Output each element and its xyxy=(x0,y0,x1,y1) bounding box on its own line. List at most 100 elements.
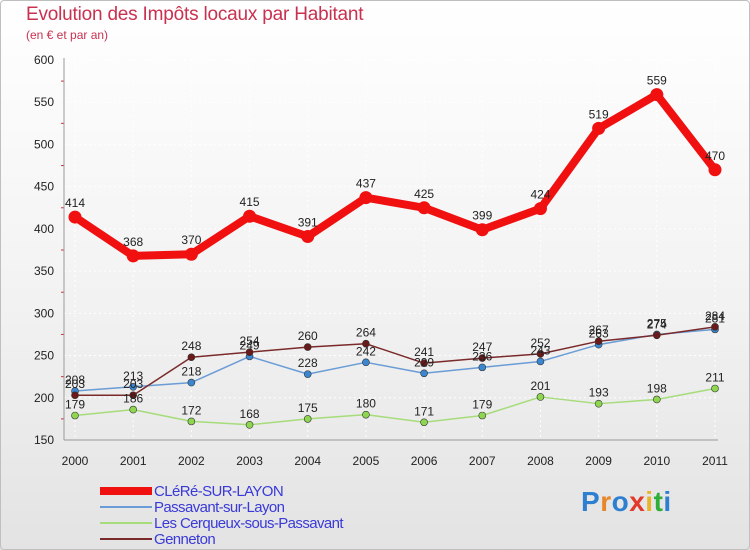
data-label: 211 xyxy=(705,370,724,384)
data-label: 247 xyxy=(472,340,492,354)
x-tick-label: 2004 xyxy=(294,454,321,468)
data-point xyxy=(71,411,79,420)
data-label: 254 xyxy=(240,334,260,348)
x-tick-label: 2002 xyxy=(178,454,205,468)
data-point xyxy=(475,223,489,237)
data-point xyxy=(126,249,140,263)
data-label: 260 xyxy=(298,329,318,343)
data-label: 203 xyxy=(123,377,143,391)
legend-label: Les Cerqueux-sous-Passavant xyxy=(154,515,344,532)
data-label: 391 xyxy=(298,215,318,229)
data-point xyxy=(417,201,431,215)
legend-swatch-passavant xyxy=(100,506,152,508)
data-label: 424 xyxy=(530,188,550,202)
data-label: 267 xyxy=(589,323,609,337)
logo-letter: i xyxy=(645,486,654,517)
data-point xyxy=(187,353,196,362)
data-label: 559 xyxy=(647,74,667,88)
data-point xyxy=(129,405,137,414)
data-label: 241 xyxy=(414,345,434,359)
data-point xyxy=(303,415,312,423)
y-tick-label: 550 xyxy=(34,95,54,109)
data-label: 198 xyxy=(647,381,667,395)
x-tick-label: 2006 xyxy=(411,454,438,468)
legend-label: CLéRé-SUR-LAYON xyxy=(154,483,284,500)
data-label: 172 xyxy=(181,403,201,417)
data-point xyxy=(536,357,545,366)
data-point xyxy=(362,410,370,419)
data-point xyxy=(362,339,370,348)
data-point xyxy=(359,191,373,205)
y-tick-label: 300 xyxy=(34,306,54,320)
data-point xyxy=(420,418,428,427)
data-point xyxy=(245,420,254,429)
series-lines xyxy=(71,90,719,426)
x-tick-label: 2000 xyxy=(62,454,89,468)
legend-swatch-cerqueux xyxy=(100,522,152,524)
x-tick-label: 2007 xyxy=(469,454,496,468)
data-label: 470 xyxy=(705,149,725,163)
legend-swatch-genneton xyxy=(100,538,152,540)
data-point xyxy=(245,348,254,356)
x-tick-label: 2001 xyxy=(120,454,147,468)
data-label: 414 xyxy=(65,196,85,210)
data-point xyxy=(711,384,719,393)
x-tick-label: 2005 xyxy=(353,454,380,468)
data-label: 274 xyxy=(647,317,667,331)
x-tick-label: 2003 xyxy=(236,454,263,468)
chart-subtitle: (en € et par an) xyxy=(26,28,109,42)
data-point xyxy=(68,210,82,224)
logo-letter: o xyxy=(611,486,630,517)
data-point xyxy=(301,229,315,243)
legend-swatch-cleresurlayon xyxy=(100,487,152,495)
data-point xyxy=(243,209,257,223)
data-point xyxy=(653,331,661,340)
y-tick-label: 350 xyxy=(34,264,54,278)
data-point xyxy=(303,370,312,378)
data-point xyxy=(184,247,198,261)
data-label: 218 xyxy=(181,365,201,379)
legend-label: Passavant-sur-Layon xyxy=(154,499,285,516)
data-label: 213 xyxy=(123,369,143,383)
data-label: 179 xyxy=(65,398,85,412)
data-label: 249 xyxy=(240,338,260,352)
y-tick-label: 200 xyxy=(34,391,54,405)
y-tick-label: 400 xyxy=(34,222,54,236)
data-label: 203 xyxy=(65,377,85,391)
data-label: 264 xyxy=(356,326,376,340)
data-point xyxy=(594,399,603,408)
data-point xyxy=(594,337,603,346)
y-tick-label: 150 xyxy=(34,433,54,447)
data-label: 171 xyxy=(414,404,434,418)
data-label: 519 xyxy=(589,107,609,121)
data-point xyxy=(650,88,664,102)
data-label: 415 xyxy=(240,195,260,209)
y-tick-label: 250 xyxy=(34,349,54,363)
data-label: 437 xyxy=(356,177,376,191)
data-label: 229 xyxy=(414,355,434,369)
series-line-3 xyxy=(74,326,716,396)
x-tick-label: 2011 xyxy=(702,454,728,468)
data-label: 370 xyxy=(181,233,201,247)
data-point xyxy=(303,343,312,351)
data-point xyxy=(129,382,137,391)
data-point xyxy=(533,202,547,216)
data-label: 193 xyxy=(589,386,609,400)
data-point xyxy=(478,363,487,372)
data-point xyxy=(478,354,487,362)
data-point xyxy=(592,121,606,135)
chart-title: Evolution des Impôts locaux par Habitant xyxy=(26,4,364,25)
series-line-2 xyxy=(74,387,716,426)
x-tick-label: 2008 xyxy=(527,454,554,468)
data-point xyxy=(71,391,79,400)
data-label: 208 xyxy=(65,373,85,387)
data-point xyxy=(711,323,719,331)
data-label: 179 xyxy=(472,398,492,412)
logo-letter: i xyxy=(663,486,672,517)
data-point xyxy=(653,395,661,404)
data-labels: 208 213 218 249 228 242 229 236 243 263 275 281 179 1… xyxy=(65,74,725,421)
data-label: 236 xyxy=(472,349,492,363)
data-point xyxy=(420,369,428,378)
data-point xyxy=(478,411,487,420)
